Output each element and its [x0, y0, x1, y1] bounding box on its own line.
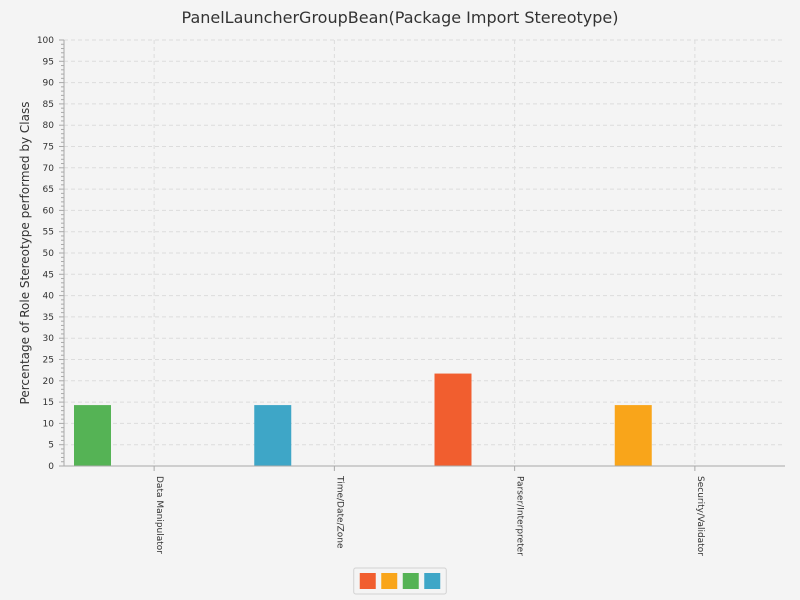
y-tick-label: 90	[43, 79, 55, 89]
legend	[353, 567, 447, 595]
legend-swatch	[402, 573, 419, 589]
y-tick-label: 40	[43, 292, 55, 302]
y-tick-label: 30	[43, 334, 55, 344]
y-tick-label: 20	[43, 377, 55, 387]
x-axis-category-labels: Data Manipulator Time/Date/Zone Parser/Int…	[154, 475, 705, 556]
bar	[254, 405, 292, 466]
y-tick-label: 25	[43, 356, 54, 366]
y-tick-label: 100	[37, 36, 54, 46]
y-tick-label: 35	[43, 313, 54, 323]
y-tick-label: 65	[43, 185, 54, 195]
y-tick-label: 0	[48, 462, 54, 472]
x-category-label: Parser/Interpreter	[515, 476, 525, 556]
y-tick-label: 10	[43, 419, 55, 429]
chart-title: PanelLauncherGroupBean(Package Import St…	[182, 8, 619, 27]
grid	[64, 39, 785, 466]
y-axis-ticks: 0 5 10 15 20 25 30 35 40 45 50 55 60 65 70 75 80 85 90 95 10…	[37, 36, 64, 472]
bar	[74, 405, 111, 466]
x-category-label: Data Manipulator	[154, 476, 164, 554]
y-tick-label: 85	[43, 100, 54, 110]
bar	[614, 405, 652, 466]
y-tick-label: 75	[43, 143, 54, 153]
legend-swatch	[381, 573, 398, 589]
y-tick-label: 50	[43, 249, 55, 259]
legend-box	[353, 567, 447, 595]
y-tick-label: 15	[43, 398, 54, 408]
bars	[74, 373, 652, 466]
y-axis-label: Percentage of Role Stereotype performed …	[18, 102, 32, 405]
legend-swatch	[424, 573, 441, 589]
y-tick-label: 45	[43, 270, 54, 280]
y-tick-label: 95	[43, 57, 54, 67]
legend-swatch	[359, 573, 376, 589]
y-tick-label: 80	[43, 121, 55, 131]
y-tick-label: 60	[43, 206, 55, 216]
y-tick-label: 70	[43, 164, 55, 174]
x-category-label: Security/Validator	[695, 476, 705, 556]
axes	[63, 40, 785, 471]
y-tick-label: 5	[48, 441, 54, 451]
y-tick-label: 55	[43, 228, 54, 238]
bar	[434, 373, 472, 466]
x-category-label: Time/Date/Zone	[334, 475, 344, 549]
